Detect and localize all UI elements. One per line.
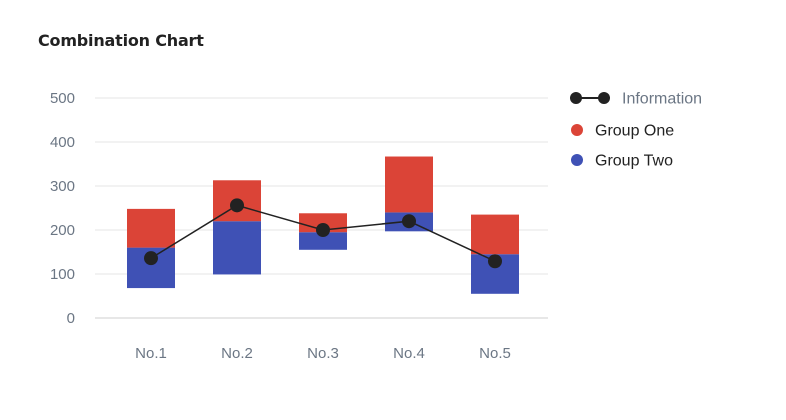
line-point-2 [230,198,244,213]
y-tick-label: 400 [50,134,75,151]
line-point-1 [144,251,158,266]
x-tick-label: No.5 [479,345,511,362]
legend-dot-information [570,92,582,104]
y-tick-label: 500 [50,90,75,107]
y-tick-label: 100 [50,266,75,283]
line-point-4 [402,214,416,229]
x-tick-label: No.2 [221,345,253,362]
legend-label-information: Information [622,91,702,108]
bar-group-two-3 [299,232,347,250]
legend-dot-group-two [571,154,583,166]
y-tick-label: 200 [50,222,75,239]
x-axis-ticks: No.1 No.2 No.3 No.4 No.5 [135,345,511,362]
x-tick-label: No.3 [307,345,339,362]
bar-group-one-1 [127,208,175,248]
x-tick-label: No.4 [393,345,425,362]
bar-group-one-5 [471,214,519,255]
y-tick-label: 300 [50,178,75,195]
line-series [144,198,502,269]
y-axis-ticks: 0 100 200 300 400 500 [50,90,75,327]
legend-dot-group-one [571,124,583,136]
y-tick-label: 0 [67,310,75,327]
line-point-3 [316,223,330,237]
bar-group-two-2 [213,221,261,275]
legend: Information Group One Group Two [570,91,702,170]
legend-label-group-one: Group One [595,123,674,140]
legend-dot-information [598,92,610,104]
chart-title: Combination Chart [38,31,204,50]
line-point-5 [488,254,502,269]
x-tick-label: No.1 [135,345,167,362]
bar-group-one-3 [299,213,347,233]
legend-label-group-two: Group Two [595,153,673,170]
bar-group-one-4 [385,156,433,213]
